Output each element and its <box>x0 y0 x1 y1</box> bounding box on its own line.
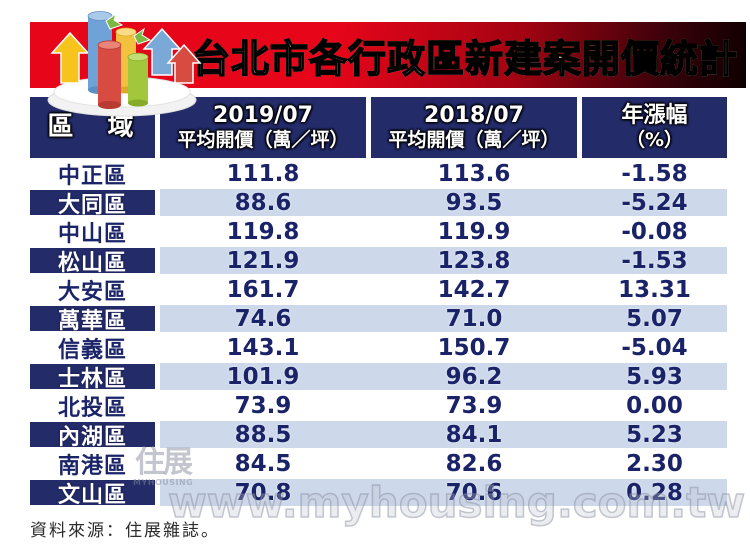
price-2019-cell: 111.8 <box>226 160 300 187</box>
district-cell: 大安區 <box>57 279 127 305</box>
row-values-band: 101.9 96.2 5.93 <box>160 363 727 390</box>
green-arrow-icon <box>133 27 152 45</box>
header-2018-line1: 2018/07 <box>424 102 524 128</box>
row-values-band: 111.8 113.6 -1.58 <box>160 159 727 188</box>
price-2019-cell: 88.6 <box>234 189 292 216</box>
price-2019-cell: 88.5 <box>234 421 292 448</box>
price-2018-cell: 150.7 <box>437 334 511 361</box>
table-row: 中山區 119.8 119.9 -0.08 <box>30 217 727 247</box>
table-row: 大同區 88.6 93.5 -5.24 <box>30 188 727 218</box>
header-2018-price: 2018/07 平均開價（萬／坪） <box>371 97 577 158</box>
yoy-cell: 0.00 <box>626 392 683 419</box>
price-2018-cell: 84.1 <box>445 421 503 448</box>
price-2018-cell: 73.9 <box>445 392 503 419</box>
district-cell: 松山區 <box>30 248 155 276</box>
price-2018-cell: 113.6 <box>437 160 511 187</box>
price-2018-cell: 96.2 <box>445 363 503 390</box>
green-cylinder <box>128 57 148 103</box>
table-row: 松山區 121.9 123.8 -1.53 <box>30 246 727 276</box>
row-values-band: 161.7 142.7 13.31 <box>160 275 727 304</box>
yoy-cell: -5.04 <box>621 334 688 361</box>
myhousing-logo-subtext: MYHOUSING <box>133 478 194 487</box>
price-2019-cell: 73.9 <box>234 392 292 419</box>
myhousing-url-watermark: www.myhousing.com.tw <box>167 477 746 528</box>
table-row: 內湖區 88.5 84.1 5.23 <box>30 420 727 450</box>
price-2018-cell: 71.0 <box>445 305 503 332</box>
price-2019-cell: 161.7 <box>226 276 300 303</box>
table-row: 北投區 73.9 73.9 0.00 <box>30 391 727 421</box>
row-values-band: 88.6 93.5 -5.24 <box>160 189 727 216</box>
yoy-cell: 5.93 <box>626 363 683 390</box>
row-values-band: 84.5 82.6 2.30 <box>160 449 727 478</box>
yoy-cell: -0.08 <box>621 218 688 245</box>
price-2018-cell: 93.5 <box>445 189 503 216</box>
title-banner: 台北市各行政區新建案開價統計 <box>30 22 746 88</box>
myhousing-logo-glyphs: 住展 <box>135 445 193 480</box>
district-cell: 士林區 <box>30 364 155 392</box>
yoy-cell: -1.58 <box>621 160 688 187</box>
price-2019-cell: 119.8 <box>226 218 300 245</box>
data-source-note: 資料來源：住展雜誌。 <box>30 521 220 541</box>
header-yoy-line2: （%） <box>625 129 684 152</box>
row-values-band: 143.1 150.7 -5.04 <box>160 333 727 362</box>
row-values-band: 88.5 84.1 5.23 <box>160 421 727 448</box>
green-arrow-icon <box>105 12 124 30</box>
yoy-cell: -1.53 <box>621 247 688 274</box>
yoy-cell: 2.30 <box>626 450 683 477</box>
table-row: 士林區 101.9 96.2 5.93 <box>30 362 727 392</box>
yoy-cell: 13.31 <box>618 276 691 303</box>
price-2018-cell: 82.6 <box>445 450 503 477</box>
bar-chart-illustration <box>46 1 204 121</box>
header-2019-line1: 2019/07 <box>213 102 313 128</box>
row-values-band: 73.9 73.9 0.00 <box>160 391 727 420</box>
header-2019-line2: 平均開價（萬／坪） <box>177 129 349 152</box>
header-yoy-line1: 年漲幅 <box>621 102 688 128</box>
district-cell: 大同區 <box>30 190 155 218</box>
district-cell: 北投區 <box>57 395 127 421</box>
price-2019-cell: 70.8 <box>234 479 292 506</box>
header-2018-line2: 平均開價（萬／坪） <box>388 129 560 152</box>
table-row: 信義區 143.1 150.7 -5.04 <box>30 333 727 363</box>
yellow-arrow-icon <box>50 31 90 84</box>
price-2018-cell: 142.7 <box>437 276 511 303</box>
district-cell: 內湖區 <box>30 422 155 450</box>
page-title: 台北市各行政區新建案開價統計 <box>190 22 740 88</box>
row-values-band: 70.8 70.6 0.28 <box>160 479 727 506</box>
price-2019-cell: 74.6 <box>234 305 292 332</box>
table-row: 中正區 111.8 113.6 -1.58 <box>30 159 727 189</box>
price-2018-cell: 119.9 <box>437 218 511 245</box>
district-cell: 文山區 <box>30 480 155 508</box>
table-row: 大安區 161.7 142.7 13.31 <box>30 275 727 305</box>
red-arrow-icon <box>166 43 202 84</box>
table-row: 南港區 84.5 82.6 2.30 <box>30 449 727 479</box>
bar-chart-illustration-svg <box>47 11 202 117</box>
price-2019-cell: 84.5 <box>234 450 292 477</box>
yoy-cell: 5.07 <box>626 305 683 332</box>
district-cell: 信義區 <box>57 337 127 363</box>
price-2018-cell: 70.6 <box>445 479 503 506</box>
price-2019-cell: 143.1 <box>226 334 300 361</box>
row-values-band: 121.9 123.8 -1.53 <box>160 247 727 274</box>
price-2019-cell: 121.9 <box>226 247 300 274</box>
table-row: 文山區 70.8 70.6 0.28 <box>30 478 727 508</box>
district-cell: 中正區 <box>57 163 127 189</box>
header-yoy: 年漲幅 （%） <box>582 97 727 158</box>
yoy-cell: 0.28 <box>626 479 683 506</box>
district-cell: 萬華區 <box>30 306 155 334</box>
header-2019-price: 2019/07 平均開價（萬／坪） <box>160 97 366 158</box>
row-values-band: 74.6 71.0 5.07 <box>160 305 727 332</box>
yoy-cell: 5.23 <box>626 421 683 448</box>
myhousing-logo-watermark: 住展 MYHOUSING <box>133 445 194 488</box>
table-rows: 中正區 111.8 113.6 -1.58 大同區 88.6 93.5 -5.24 中山區 119… <box>30 159 727 508</box>
price-2018-cell: 123.8 <box>437 247 511 274</box>
price-2019-cell: 101.9 <box>226 363 300 390</box>
row-values-band: 119.8 119.9 -0.08 <box>160 217 727 246</box>
district-cell: 中山區 <box>57 221 127 247</box>
red-cylinder <box>98 45 121 105</box>
district-cell: 南港區 <box>57 453 127 479</box>
yoy-cell: -5.24 <box>621 189 688 216</box>
table-row: 萬華區 74.6 71.0 5.07 <box>30 304 727 334</box>
